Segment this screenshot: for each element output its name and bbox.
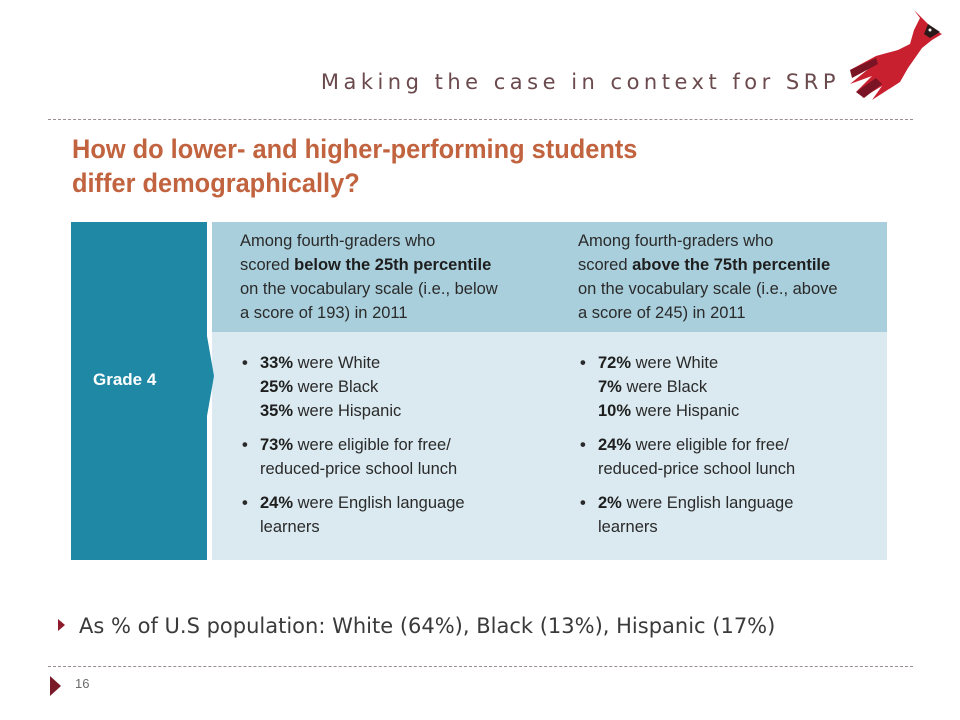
bullet-dot-icon: • bbox=[242, 436, 248, 454]
stat-line: 35% were Hispanic bbox=[260, 399, 560, 423]
bottom-divider bbox=[48, 666, 913, 667]
header-line: scored below the 25th percentile bbox=[240, 253, 560, 277]
grade-row-label-cell: Grade 4 bbox=[71, 222, 207, 560]
triangle-bullet-icon bbox=[58, 619, 65, 631]
bullet-dot-icon: • bbox=[242, 354, 248, 372]
stat-line: 10% were Hispanic bbox=[598, 399, 898, 423]
header-line: a score of 245) in 2011 bbox=[578, 304, 746, 322]
population-bullet-text: As % of U.S population: White (64%), Bla… bbox=[79, 614, 776, 638]
stat-line: 72% were White bbox=[598, 351, 898, 375]
stat-text: were White bbox=[631, 354, 719, 372]
page-number: 16 bbox=[75, 676, 90, 691]
bullet-dot-icon: • bbox=[242, 494, 248, 512]
stat-item: • 24% were English language learners bbox=[240, 491, 560, 539]
header-emphasis: above the 75th percentile bbox=[632, 256, 831, 274]
stat-value: 35% bbox=[260, 402, 294, 420]
stat-line: 24% were English language bbox=[260, 491, 560, 515]
top-divider bbox=[48, 119, 913, 120]
cardinal-logo-icon bbox=[850, 10, 942, 100]
page-marker-icon bbox=[50, 676, 61, 696]
column-header-above-75th: Among fourth-graders who scored above th… bbox=[578, 229, 898, 325]
header-line: scored above the 75th percentile bbox=[578, 253, 898, 277]
stats-list-below-25th: • 33% were White 25% were Black 35% were… bbox=[240, 351, 560, 549]
header-line: on the vocabulary scale (i.e., above bbox=[578, 280, 838, 298]
column-header-band bbox=[212, 222, 887, 332]
stat-line: 24% were eligible for free/ bbox=[598, 433, 898, 457]
grade-label: Grade 4 bbox=[93, 370, 157, 389]
bullet-dot-icon: • bbox=[580, 436, 586, 454]
stat-line: 73% were eligible for free/ bbox=[260, 433, 560, 457]
bullet-dot-icon: • bbox=[580, 494, 586, 512]
stat-text: were Hispanic bbox=[293, 402, 402, 420]
stat-line: 2% were English language bbox=[598, 491, 898, 515]
slide-title: Making the case in context for SRP bbox=[320, 70, 840, 94]
stat-item: • 73% were eligible for free/ reduced-pr… bbox=[240, 433, 560, 481]
stat-item: • 72% were White 7% were Black 10% were … bbox=[578, 351, 898, 423]
stat-line: 25% were Black bbox=[260, 375, 560, 399]
stat-text: were eligible for free/ bbox=[293, 436, 451, 454]
stat-text: were White bbox=[293, 354, 381, 372]
stat-item: • 2% were English language learners bbox=[578, 491, 898, 539]
stats-list-above-75th: • 72% were White 7% were Black 10% were … bbox=[578, 351, 898, 549]
stat-value: 24% bbox=[598, 436, 632, 454]
population-bullet: As % of U.S population: White (64%), Bla… bbox=[58, 614, 775, 638]
stat-value: 73% bbox=[260, 436, 294, 454]
stat-text: were English language bbox=[621, 494, 794, 512]
stat-value: 7% bbox=[598, 378, 622, 396]
header-emphasis: below the 25th percentile bbox=[294, 256, 492, 274]
grade-pointer-arrow bbox=[207, 336, 214, 416]
stat-text: learners bbox=[260, 518, 320, 536]
stat-value: 2% bbox=[598, 494, 622, 512]
figure-heading-line2: differ demographically? bbox=[72, 168, 360, 198]
bullet-dot-icon: • bbox=[580, 354, 586, 372]
stat-text: reduced-price school lunch bbox=[260, 460, 458, 478]
stat-item: • 33% were White 25% were Black 35% were… bbox=[240, 351, 560, 423]
stat-value: 33% bbox=[260, 354, 294, 372]
stat-text: were English language bbox=[293, 494, 465, 512]
header-line: Among fourth-graders who bbox=[578, 232, 774, 250]
stat-line: reduced-price school lunch bbox=[260, 457, 560, 481]
stat-text: were eligible for free/ bbox=[631, 436, 789, 454]
stat-text: learners bbox=[598, 518, 658, 536]
stat-line: 7% were Black bbox=[598, 375, 898, 399]
stat-text: were Hispanic bbox=[631, 402, 740, 420]
stat-text: reduced-price school lunch bbox=[598, 460, 796, 478]
stat-text: were Black bbox=[621, 378, 708, 396]
header-line: a score of 193) in 2011 bbox=[240, 304, 408, 322]
header-text: scored bbox=[240, 256, 295, 274]
stat-item: • 24% were eligible for free/ reduced-pr… bbox=[578, 433, 898, 481]
figure-heading: How do lower- and higher-performing stud… bbox=[72, 132, 674, 200]
header-line: on the vocabulary scale (i.e., below bbox=[240, 280, 498, 298]
stat-value: 24% bbox=[260, 494, 294, 512]
stat-value: 10% bbox=[598, 402, 632, 420]
stat-line: learners bbox=[598, 515, 898, 539]
stat-line: 33% were White bbox=[260, 351, 560, 375]
stat-value: 72% bbox=[598, 354, 632, 372]
figure-heading-line1: How do lower- and higher-performing stud… bbox=[72, 134, 638, 164]
column-body-band bbox=[212, 332, 887, 560]
stat-line: learners bbox=[260, 515, 560, 539]
column-header-below-25th: Among fourth-graders who scored below th… bbox=[240, 229, 560, 325]
header-text: scored bbox=[578, 256, 633, 274]
stat-line: reduced-price school lunch bbox=[598, 457, 898, 481]
stat-value: 25% bbox=[260, 378, 294, 396]
stat-text: were Black bbox=[293, 378, 379, 396]
header-line: Among fourth-graders who bbox=[240, 232, 436, 250]
